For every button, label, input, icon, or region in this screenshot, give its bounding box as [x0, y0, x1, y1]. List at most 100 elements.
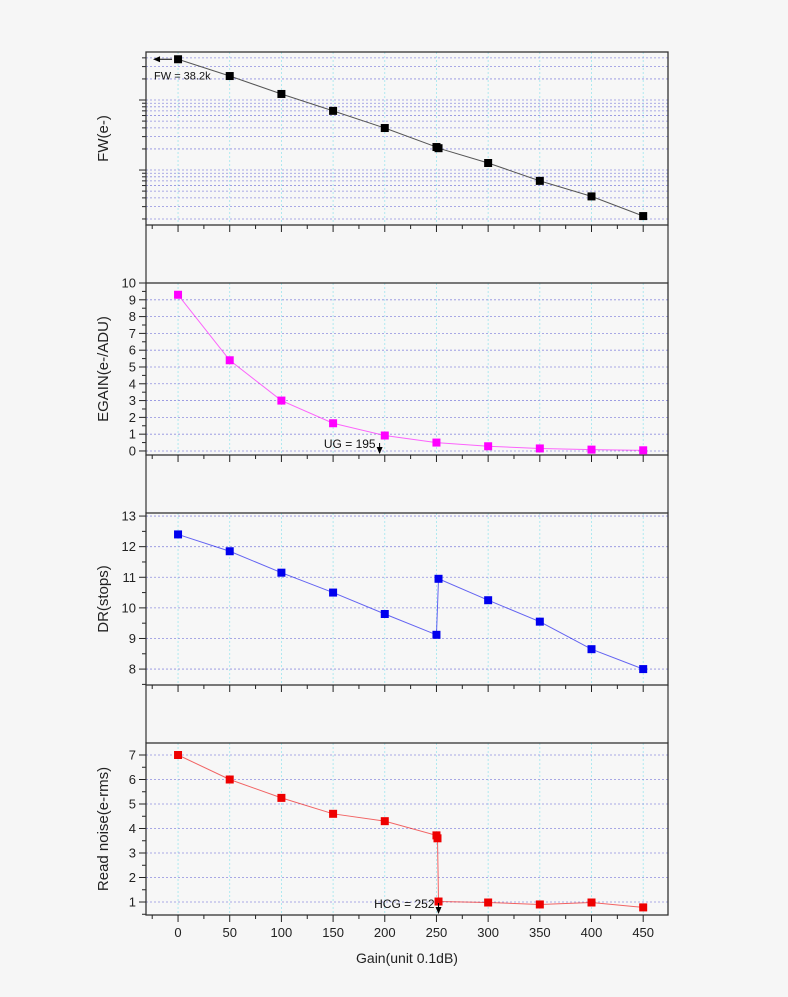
y-tick-label: 10 — [122, 600, 136, 615]
panel-2: 01 2 3 4 56 7 8 910 EGAIN(e-/ADU) UG = 195 — [95, 276, 669, 462]
x-tick-label: 100 — [271, 925, 293, 940]
y-tick-label: 6 — [129, 343, 136, 358]
x-tick-label: 50 — [222, 925, 236, 940]
y-tick-label: 4 — [129, 376, 136, 391]
data-point — [277, 793, 286, 802]
annotation-label: UG = 195 — [324, 437, 376, 451]
annotation-label: FW = 38.2k — [154, 70, 211, 82]
data-point — [639, 665, 648, 674]
panel-3: 8 9 10 11 12 13 DR(stops) — [95, 509, 669, 692]
data-point — [587, 645, 596, 654]
data-point — [587, 898, 596, 907]
plot-area — [146, 52, 668, 225]
x-tick-label: 200 — [374, 925, 396, 940]
x-tick-label: 300 — [477, 925, 499, 940]
data-point — [434, 574, 443, 583]
data-point — [535, 900, 544, 909]
data-point — [484, 898, 493, 907]
x-tick-label: 0 — [174, 925, 181, 940]
y-tick-label: 3 — [129, 846, 136, 861]
series-line — [177, 294, 644, 451]
y-tick-label: 9 — [129, 631, 136, 646]
y-tick-label: 1 — [129, 427, 136, 442]
arrow-head-icon — [153, 56, 161, 63]
y-tick-label: 8 — [129, 662, 136, 677]
y-tick-label: 8 — [129, 309, 136, 324]
data-point — [432, 630, 441, 639]
data-point — [484, 596, 493, 605]
data-point — [225, 356, 234, 365]
y-tick-label: 0 — [129, 443, 136, 458]
data-point — [174, 55, 183, 64]
y-tick-label: 6 — [129, 772, 136, 787]
x-tick-label: 150 — [322, 925, 344, 940]
data-point — [329, 588, 338, 597]
data-point — [329, 419, 338, 428]
x-tick-label: 400 — [581, 925, 603, 940]
annotation-label: HCG = 252 — [374, 897, 435, 911]
y-tick-label: 10 — [122, 276, 136, 291]
data-point — [380, 431, 389, 440]
data-point — [329, 106, 338, 115]
y-tick-label: 4 — [129, 821, 136, 836]
x-tick-label: 250 — [426, 925, 448, 940]
panel-1: FW(e-) FW = 38.2k — [95, 51, 669, 232]
data-point — [434, 897, 443, 906]
data-point — [380, 609, 389, 618]
y-axis-label: FW(e-) — [95, 115, 112, 162]
y-axis-label: EGAIN(e-/ADU) — [95, 316, 112, 422]
y-tick-label: 11 — [123, 570, 137, 585]
data-point — [639, 903, 648, 912]
plot-frame — [145, 742, 669, 916]
data-point — [277, 396, 286, 405]
data-point — [639, 212, 648, 221]
data-point — [432, 438, 441, 447]
data-point — [225, 72, 234, 81]
data-point — [587, 445, 596, 454]
data-point — [174, 290, 183, 299]
plot-frame — [145, 282, 669, 456]
y-tick-label: 12 — [122, 539, 136, 554]
arrow-head-icon — [376, 447, 383, 454]
y-axis-label: DR(stops) — [95, 565, 112, 633]
plot-frame — [145, 51, 669, 226]
x-axis-label: Gain(unit 0.1dB) — [356, 950, 458, 966]
y-tick-label: 2 — [129, 410, 136, 425]
data-point — [174, 530, 183, 539]
data-point — [484, 158, 493, 167]
data-point — [587, 192, 596, 201]
data-point — [484, 442, 493, 451]
x-tick-label: 450 — [632, 925, 654, 940]
plot-frame — [145, 512, 669, 686]
arrow-head-icon — [435, 907, 442, 914]
y-tick-label: 7 — [129, 326, 136, 341]
data-point — [535, 176, 544, 185]
y-tick-label: 5 — [129, 359, 136, 374]
plot-area — [146, 283, 668, 455]
data-point — [329, 809, 338, 818]
panel-4: 1 2 3 4 5 6 7 0 50 100 150 200 250 300 350 400 450 Read n… — [95, 742, 669, 940]
data-point — [277, 89, 286, 98]
y-tick-label: 2 — [129, 870, 136, 885]
plot-area — [146, 513, 668, 685]
plot-area — [146, 743, 668, 915]
y-tick-label: 7 — [129, 748, 136, 763]
x-tick-label: 350 — [529, 925, 551, 940]
data-point — [225, 547, 234, 556]
y-tick-label: 9 — [129, 292, 136, 307]
data-point — [535, 444, 544, 453]
data-point — [225, 775, 234, 784]
y-tick-label: 13 — [122, 509, 136, 524]
y-tick-label: 3 — [129, 393, 136, 408]
data-point — [535, 617, 544, 626]
data-point — [639, 446, 648, 455]
data-point — [277, 568, 286, 577]
data-point — [380, 817, 389, 826]
data-point — [434, 144, 443, 153]
y-axis-label: Read noise(e-rms) — [95, 767, 112, 891]
data-point — [380, 124, 389, 133]
y-tick-label: 1 — [129, 895, 136, 910]
data-point — [174, 751, 183, 760]
